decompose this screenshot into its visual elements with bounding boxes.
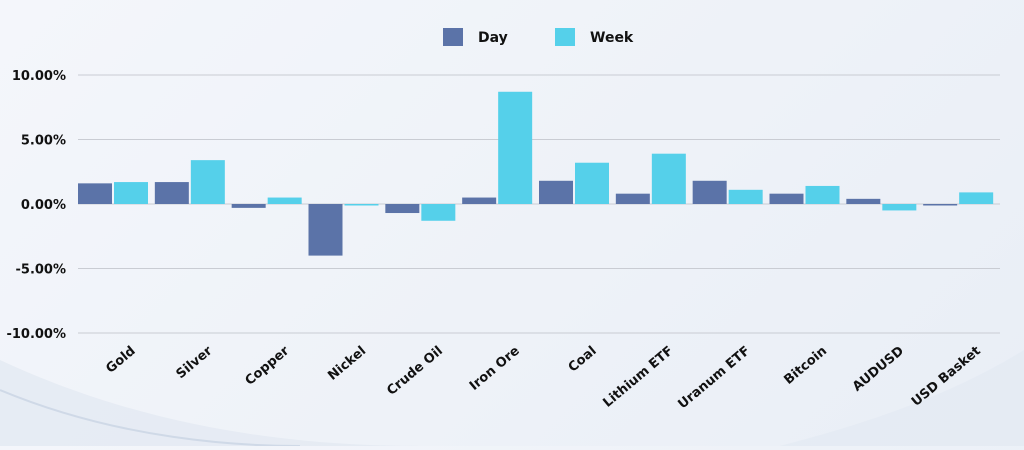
bar-day-copper bbox=[231, 204, 266, 208]
bar-day-usd-basket bbox=[923, 204, 958, 206]
x-tick-label: AUDUSD bbox=[850, 343, 907, 394]
x-tick-label: Crude Oil bbox=[384, 344, 446, 399]
bar-week-usd-basket bbox=[959, 192, 994, 204]
bar-day-coal bbox=[539, 180, 573, 204]
y-tick-label: -10.00% bbox=[6, 327, 66, 342]
x-tick-label: Silver bbox=[174, 343, 216, 382]
bar-day-silver bbox=[154, 182, 189, 204]
bar-week-gold bbox=[114, 182, 148, 204]
decorative-swoosh-right bbox=[780, 350, 1024, 446]
x-tick-label: Iron Ore bbox=[467, 343, 523, 393]
bar-day-iron-ore bbox=[462, 197, 497, 204]
y-axis-tick-labels: 10.00% 5.00% 0.00% -5.00% -10.00% bbox=[6, 69, 66, 342]
decorative-swoosh-left bbox=[0, 360, 420, 446]
bar-day-nickel bbox=[308, 204, 343, 256]
x-tick-label: Gold bbox=[103, 344, 138, 377]
bars bbox=[78, 91, 994, 256]
bar-week-uranum-etf bbox=[728, 189, 763, 204]
y-tick-label: 0.00% bbox=[21, 198, 66, 213]
x-tick-label: Lithium ETF bbox=[600, 344, 676, 411]
x-tick-label: Nickel bbox=[325, 344, 369, 384]
bar-day-lithium-etf bbox=[615, 193, 650, 204]
legend-label-week: Week bbox=[590, 30, 634, 46]
legend-swatch-week bbox=[555, 28, 575, 46]
y-tick-label: -5.00% bbox=[16, 263, 67, 278]
x-axis-tick-labels: Gold Silver Copper Nickel Crude Oil Iron Ore C… bbox=[103, 343, 983, 412]
x-tick-label: Copper bbox=[243, 343, 293, 388]
bar-day-bitcoin bbox=[769, 193, 804, 204]
bar-day-crude-oil bbox=[385, 204, 420, 214]
bar-day-gold bbox=[78, 183, 112, 204]
bar-week-bitcoin bbox=[805, 185, 840, 204]
x-tick-label: Bitcoin bbox=[781, 344, 830, 388]
x-tick-label: Coal bbox=[566, 344, 600, 376]
bar-week-audusd bbox=[882, 204, 917, 211]
bar-week-silver bbox=[190, 160, 225, 204]
bar-day-audusd bbox=[846, 198, 881, 204]
bar-week-lithium-etf bbox=[651, 153, 686, 204]
bar-week-iron-ore bbox=[498, 91, 533, 204]
x-tick-label: Uranum ETF bbox=[675, 344, 753, 413]
y-tick-label: 5.00% bbox=[21, 134, 66, 149]
bar-week-crude-oil bbox=[421, 204, 456, 221]
bar-week-copper bbox=[267, 197, 302, 204]
legend: Day Week bbox=[443, 28, 634, 46]
bar-week-nickel bbox=[344, 204, 379, 206]
bar-week-coal bbox=[575, 162, 609, 204]
y-tick-label: 10.00% bbox=[12, 69, 66, 84]
legend-swatch-day bbox=[443, 28, 463, 46]
legend-label-day: Day bbox=[478, 30, 508, 46]
bar-day-uranum-etf bbox=[692, 180, 727, 204]
